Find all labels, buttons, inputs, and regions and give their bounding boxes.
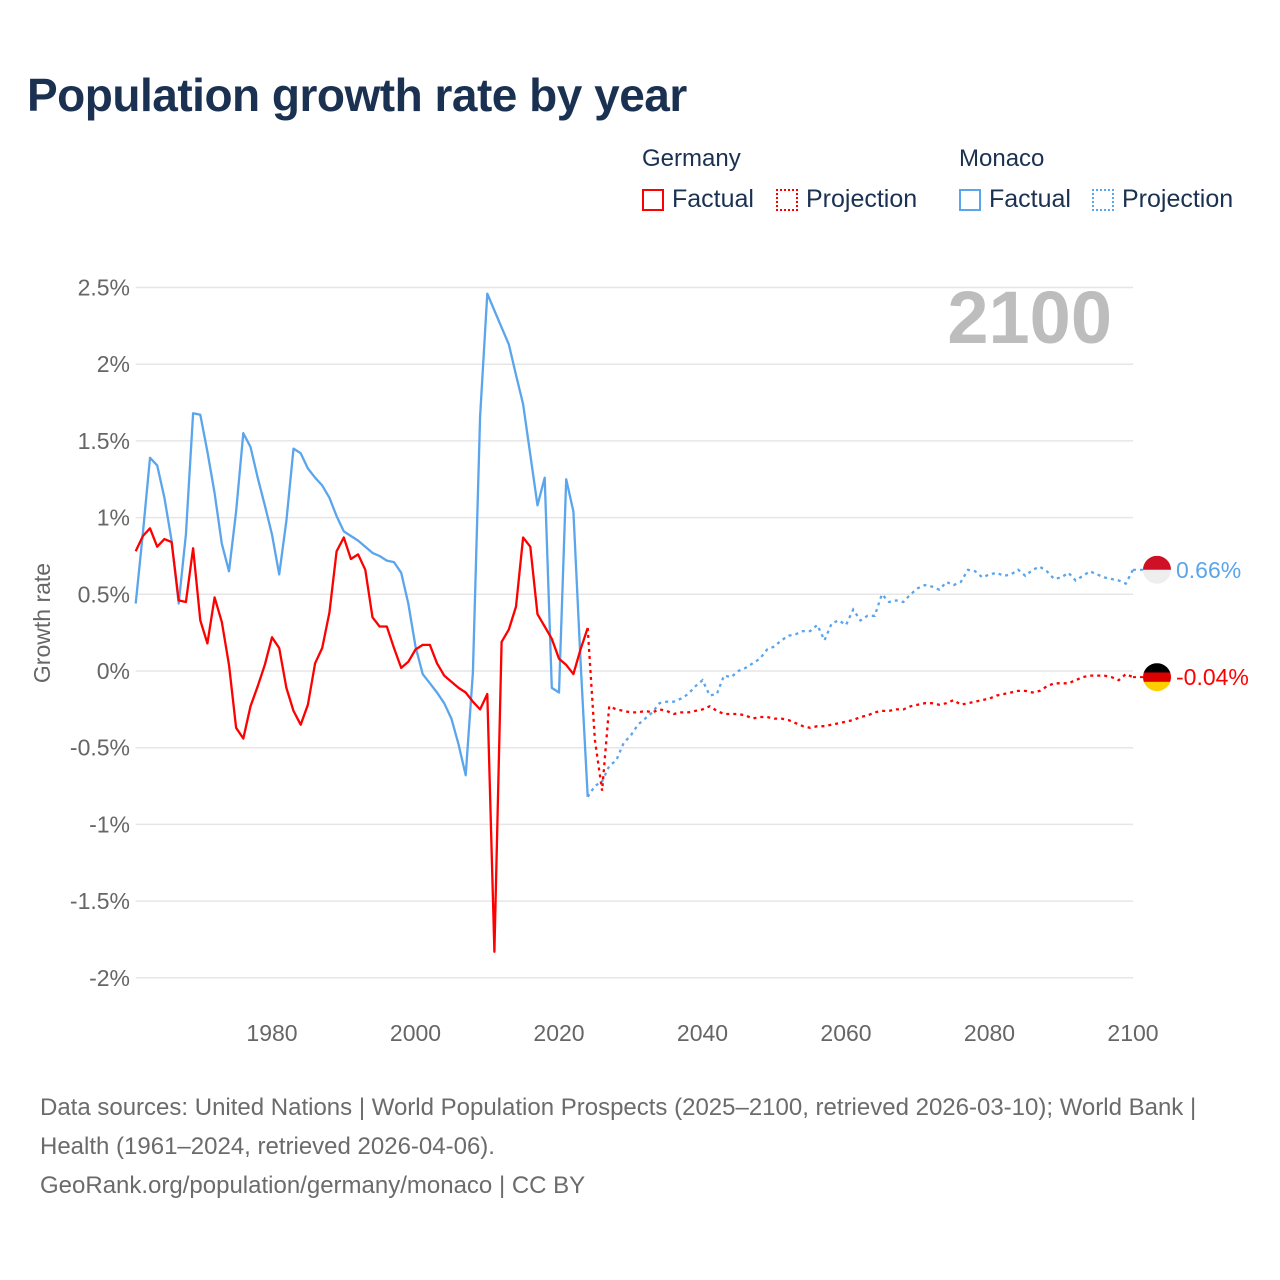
end-value-label-monaco: 0.66%: [1176, 557, 1241, 583]
x-tick-label: 2020: [533, 1020, 584, 1046]
legend-label: Factual: [989, 185, 1071, 213]
legend-germany-factual[interactable]: Factual: [642, 185, 754, 214]
sources-text: Data sources: United Nations | World Pop…: [40, 1094, 1197, 1160]
end-value-label-germany: -0.04%: [1176, 664, 1249, 690]
legend-group-monaco: Monaco: [959, 145, 1045, 172]
y-tick-label: -0.5%: [70, 735, 130, 761]
y-tick-label: -1%: [89, 811, 130, 837]
y-tick-label: 0%: [97, 658, 130, 684]
legend-germany-projection[interactable]: Projection: [776, 185, 917, 214]
line-chart: 2.5% 2% 1.5% 1% 0.5% 0% -0.5% -1% -1.5% -2% 1980 20…: [29, 275, 1249, 1047]
y-tick-label: -1.5%: [70, 888, 130, 914]
y-tick-label: 2.5%: [78, 275, 130, 301]
year-watermark: 2100: [947, 276, 1112, 359]
x-tick-label: 2000: [390, 1020, 441, 1046]
y-tick-label: 0.5%: [78, 581, 130, 607]
series-line-monaco-projection: [586, 565, 1135, 798]
x-tick-label: 2060: [820, 1020, 871, 1046]
legend-label: Projection: [1122, 185, 1234, 213]
series-line-monaco-factual: [134, 292, 589, 797]
y-tick-label: -2%: [89, 965, 130, 991]
x-tick-label: 1980: [246, 1020, 297, 1046]
legend-swatch-dotted: [1092, 188, 1114, 211]
x-tick-label: 2100: [1107, 1020, 1158, 1046]
legend-monaco-factual[interactable]: Factual: [959, 185, 1071, 214]
y-axis-label: Growth rate: [29, 563, 55, 683]
series-line-germany-projection: [586, 627, 1134, 791]
germany-flag-icon: [1143, 663, 1171, 692]
legend-swatch-dotted: [776, 188, 798, 211]
legend-swatch-solid: [959, 188, 981, 211]
legend-label: Factual: [672, 185, 754, 213]
sources-footer: Data sources: United Nations | World Pop…: [40, 1088, 1240, 1205]
series-line-germany-factual: [134, 527, 589, 953]
x-tick-label: 2080: [964, 1020, 1015, 1046]
legend-swatch-solid: [642, 188, 664, 211]
legend-group-germany: Germany: [642, 145, 741, 172]
x-tick-label: 2040: [677, 1020, 728, 1046]
legend-monaco-projection[interactable]: Projection: [1092, 185, 1233, 214]
chart-title: Population growth rate by year: [27, 69, 687, 121]
y-tick-label: 1%: [97, 505, 130, 531]
legend-label: Projection: [806, 185, 918, 213]
y-tick-label: 1.5%: [78, 428, 130, 454]
y-tick-label: 2%: [97, 351, 130, 377]
attribution-text: GeoRank.org/population/germany/monaco | …: [40, 1172, 586, 1199]
monaco-flag-icon: [1143, 555, 1171, 584]
